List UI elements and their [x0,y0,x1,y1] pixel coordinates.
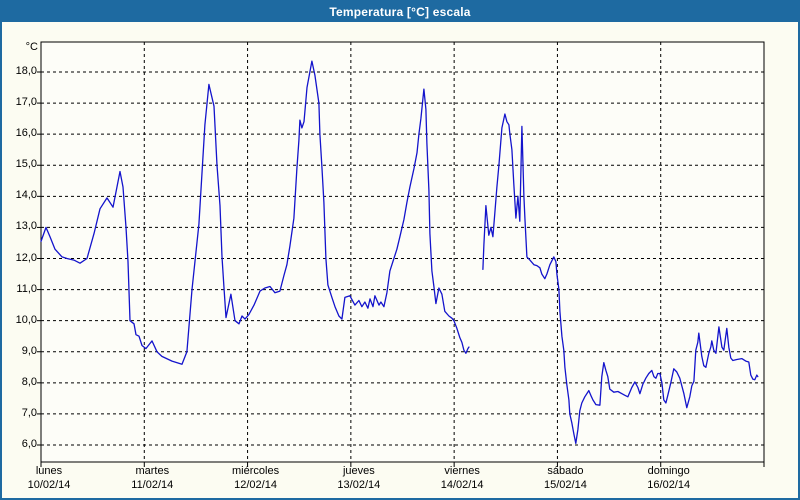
x-day-label: martes [135,465,170,477]
x-day-label: jueves [342,465,375,477]
y-tick-label: 15,0 [15,158,37,171]
y-tick-label: 14,0 [15,189,37,202]
y-tick-label: 13,0 [15,220,37,233]
x-day-label: lunes [35,465,63,477]
x-date-label: 14/02/14 [440,479,484,491]
title-bar: Temperatura [°C] escala [2,2,798,22]
y-tick-label: 10,0 [15,313,37,326]
x-date-label: 15/02/14 [544,479,587,491]
x-day-label: sábado [547,465,584,477]
plot-border [40,41,765,463]
y-tick-label: 7,0 [21,406,37,419]
temperature-line [482,113,759,445]
x-date-label: 16/02/14 [647,479,691,491]
y-tick-label: 11,0 [16,282,37,295]
y-tick-label: 18,0 [15,65,37,77]
y-axis-unit-label: °C [25,41,38,53]
temperature-line [40,60,470,365]
y-tick-label: 12,0 [15,251,37,264]
y-tick-label: 9,0 [21,344,37,357]
x-day-label: domingo [647,465,690,477]
x-day-label: miércoles [232,465,280,477]
x-date-label: 12/02/14 [234,479,277,491]
x-date-label: 10/02/14 [27,479,71,491]
y-tick-label: 6,0 [21,438,37,450]
x-date-label: 11/02/14 [131,479,174,491]
x-day-label: viernes [444,465,480,477]
y-tick-label: 17,0 [15,96,37,109]
plot-area [41,42,764,462]
y-tick-label: 8,0 [21,375,37,388]
x-date-label: 13/02/14 [337,479,381,491]
y-tick-label: 16,0 [15,127,37,140]
window-title: Temperatura [°C] escala [329,5,471,19]
